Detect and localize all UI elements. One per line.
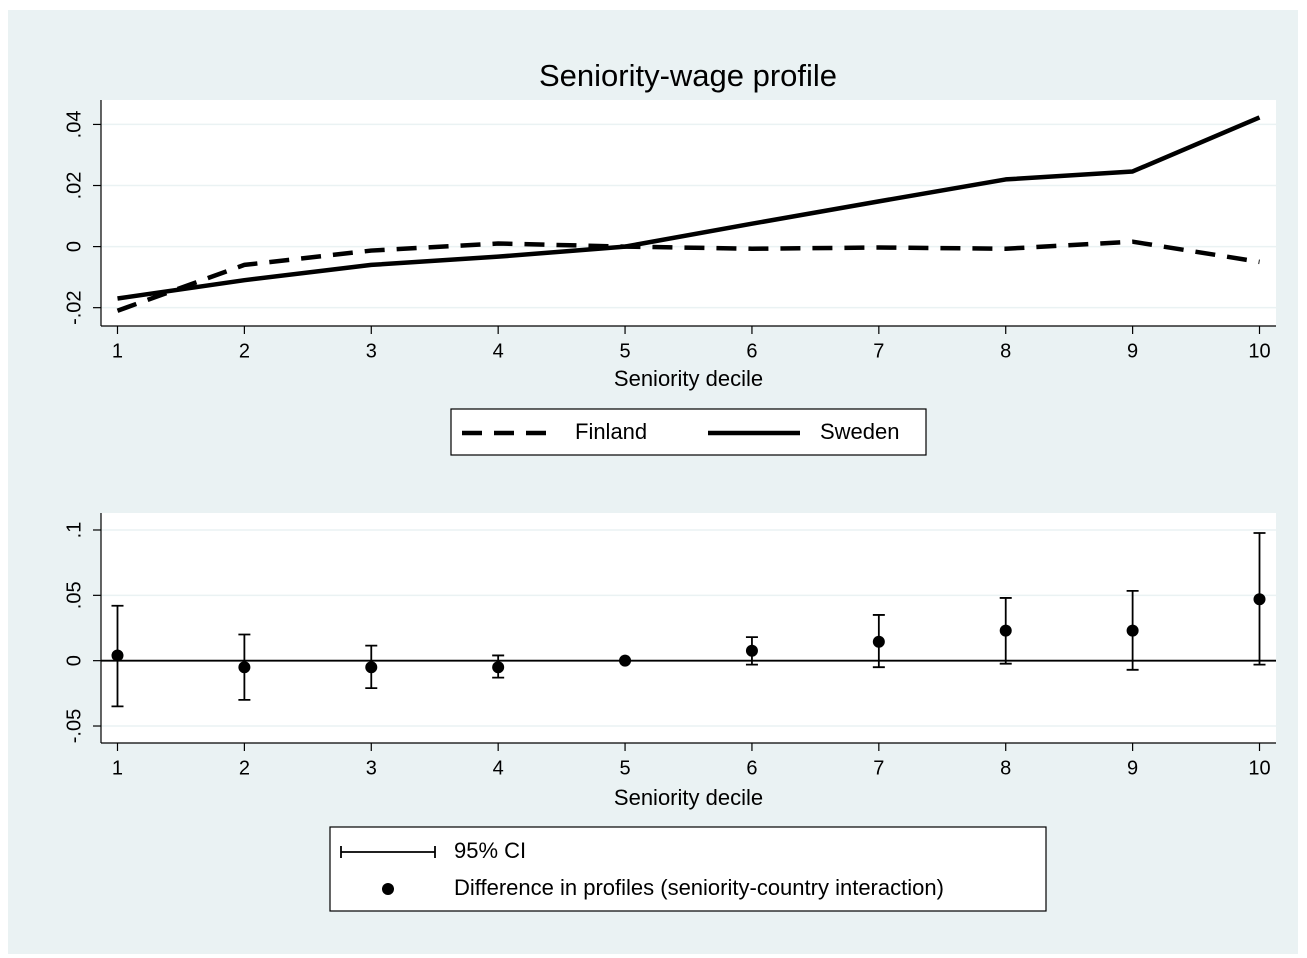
point bbox=[999, 624, 1012, 637]
legend-swatch bbox=[382, 883, 394, 895]
legend-label: Difference in profiles (seniority-countr… bbox=[454, 875, 944, 900]
x-tick-label: 9 bbox=[1127, 757, 1138, 779]
x-tick-label: 7 bbox=[873, 340, 884, 362]
y-tick-label: .05 bbox=[63, 581, 85, 609]
x-tick-label: 3 bbox=[366, 340, 377, 362]
x-tick-label: 1 bbox=[112, 757, 123, 779]
legend-label: Finland bbox=[575, 419, 647, 444]
plot-area bbox=[101, 100, 1276, 326]
legend-swatch bbox=[340, 846, 436, 858]
y-tick-label: .02 bbox=[63, 172, 85, 200]
legend bbox=[329, 826, 1047, 912]
point bbox=[365, 661, 378, 674]
y-tick-label: -.05 bbox=[63, 709, 85, 743]
point bbox=[1126, 624, 1139, 637]
point bbox=[745, 644, 758, 657]
x-tick-label: 10 bbox=[1248, 757, 1270, 779]
point bbox=[492, 661, 505, 674]
y-tick-label: 0 bbox=[63, 241, 85, 252]
x-tick-label: 6 bbox=[746, 340, 757, 362]
x-tick-label: 4 bbox=[493, 340, 504, 362]
y-tick-label: .04 bbox=[63, 111, 85, 139]
line-series bbox=[117, 115, 1261, 301]
x-tick-label: 2 bbox=[239, 340, 250, 362]
x-axis-label: Seniority decile bbox=[614, 366, 763, 391]
legend-label: Sweden bbox=[820, 419, 900, 444]
x-tick-label: 8 bbox=[1000, 757, 1011, 779]
point bbox=[111, 649, 124, 662]
point bbox=[872, 635, 885, 648]
x-tick-label: 1 bbox=[112, 340, 123, 362]
point bbox=[238, 661, 251, 674]
y-tick-label: .1 bbox=[63, 522, 85, 539]
x-tick-label: 10 bbox=[1248, 340, 1270, 362]
y-tick-label: 0 bbox=[63, 655, 85, 666]
chart-title: Seniority-wage profile bbox=[539, 58, 837, 93]
x-tick-label: 3 bbox=[366, 757, 377, 779]
x-tick-label: 5 bbox=[619, 757, 630, 779]
legend-label: 95% CI bbox=[454, 838, 526, 863]
x-tick-label: 7 bbox=[873, 757, 884, 779]
x-tick-label: 6 bbox=[746, 757, 757, 779]
line-series bbox=[116, 239, 1260, 313]
plot-area bbox=[101, 513, 1276, 743]
x-axis-label: Seniority decile bbox=[614, 785, 763, 810]
x-tick-label: 8 bbox=[1000, 340, 1011, 362]
x-tick-label: 9 bbox=[1127, 340, 1138, 362]
point bbox=[619, 654, 632, 667]
x-tick-label: 2 bbox=[239, 757, 250, 779]
x-tick-label: 5 bbox=[619, 340, 630, 362]
point bbox=[1253, 593, 1266, 606]
y-tick-label: -.02 bbox=[63, 290, 85, 324]
x-tick-label: 4 bbox=[493, 757, 504, 779]
